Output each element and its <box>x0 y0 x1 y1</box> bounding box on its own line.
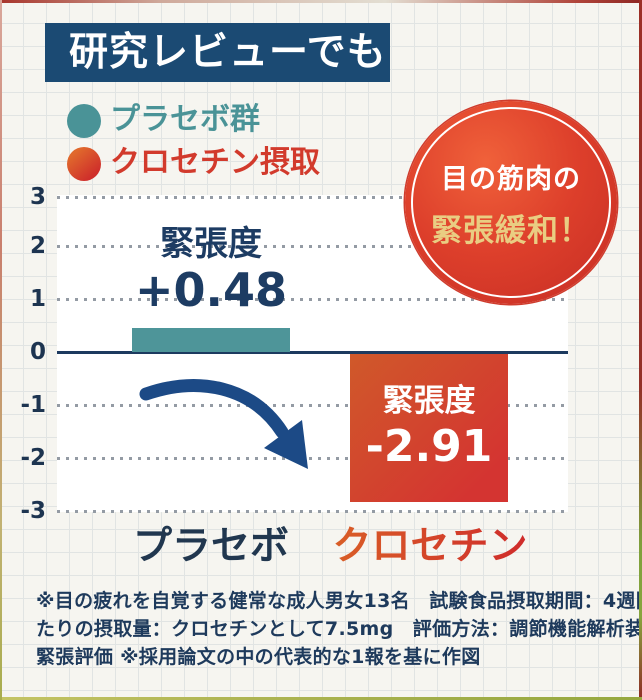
placebo-annotation-title: 緊張度 <box>160 224 262 264</box>
frame-edge-top <box>0 0 642 3</box>
gridline-3 <box>57 196 568 199</box>
frame-edge-right <box>639 0 642 700</box>
footnote-line-2: たりの摂取量：クロセチンとして7.5mg 評価方法：調節機能解析装置による調節 <box>36 618 642 640</box>
ytick-neg3: -3 <box>20 498 46 524</box>
frame-edge-left <box>0 0 2 700</box>
zero-axis-line <box>57 351 568 354</box>
page-title: 研究レビューでも <box>69 30 387 75</box>
badge-line1: 目の筋肉の <box>441 164 581 195</box>
gridline-1 <box>57 298 568 301</box>
effect-badge: 目の筋肉の 緊張緩和！ <box>405 101 617 304</box>
decrease-arrow-icon <box>139 379 308 469</box>
ytick-2: 2 <box>29 233 46 259</box>
footnote: ※目の疲れを自覚する健常な成人男女13名 試験食品摂取期間：4週間 1日あ たり… <box>36 587 642 671</box>
legend-placebo-dot-icon <box>67 104 101 138</box>
xlabel-crocetin: クロセチン <box>330 515 530 571</box>
crocetin-annotation-value: -2.91 <box>365 421 493 472</box>
frame-edge-bottom <box>0 697 642 700</box>
placebo-bar <box>132 328 290 352</box>
legend-crocetin-dot-icon <box>67 147 101 181</box>
footnote-line-3: 緊張評価 ※採用論文の中の代表的な1報を基に作図 <box>36 646 481 668</box>
gridline-neg3 <box>57 510 568 513</box>
gridline-neg1 <box>57 404 568 407</box>
placebo-annotation-value: +0.48 <box>134 263 288 317</box>
legend-crocetin-label: クロセチン摂取 <box>110 145 320 180</box>
gridline-neg2 <box>57 457 568 460</box>
legend-placebo-label: プラセボ群 <box>110 102 260 137</box>
crocetin-annotation-title: 緊張度 <box>382 383 476 419</box>
ytick-neg1: -1 <box>20 392 46 418</box>
ytick-3: 3 <box>29 184 46 210</box>
ytick-neg2: -2 <box>20 445 46 471</box>
xlabel-placebo: プラセボ <box>132 524 289 569</box>
footnote-line-1: ※目の疲れを自覚する健常な成人男女13名 試験食品摂取期間：4週間 1日あ <box>36 590 642 612</box>
effect-badge-text: 目の筋肉の 緊張緩和！ <box>405 101 617 304</box>
badge-line2: 緊張緩和！ <box>431 213 591 249</box>
ytick-1: 1 <box>29 286 46 312</box>
gridline-2 <box>57 245 568 248</box>
crocetin-bar <box>350 354 508 502</box>
ytick-0: 0 <box>29 339 46 365</box>
title-banner: 研究レビューでも <box>45 23 390 82</box>
